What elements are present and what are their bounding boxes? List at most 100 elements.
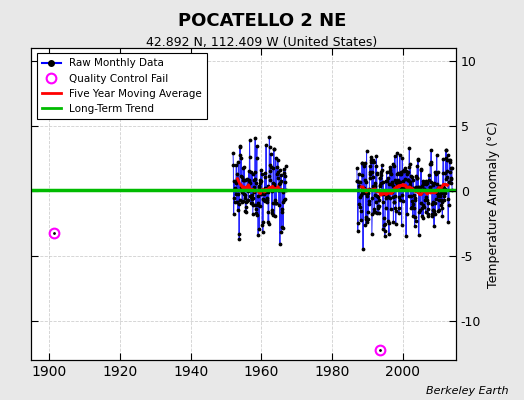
Point <box>278 189 287 195</box>
Point <box>365 186 373 192</box>
Point <box>442 155 450 161</box>
Point <box>252 209 260 216</box>
Point <box>401 176 409 182</box>
Point <box>353 177 362 184</box>
Point <box>249 194 258 201</box>
Point <box>371 180 379 186</box>
Point <box>238 189 246 196</box>
Legend: Raw Monthly Data, Quality Control Fail, Five Year Moving Average, Long-Term Tren: Raw Monthly Data, Quality Control Fail, … <box>37 53 207 119</box>
Point <box>392 180 401 187</box>
Point <box>375 203 383 210</box>
Point <box>262 189 270 195</box>
Point <box>381 220 389 227</box>
Point <box>432 171 440 178</box>
Point <box>417 166 425 172</box>
Point <box>403 177 412 184</box>
Point <box>390 193 399 200</box>
Point <box>433 190 441 196</box>
Point <box>447 180 456 186</box>
Point <box>377 190 386 197</box>
Point <box>235 231 243 238</box>
Point <box>397 222 406 228</box>
Point <box>440 197 448 203</box>
Point <box>379 179 388 186</box>
Point <box>427 159 435 166</box>
Point <box>402 168 410 174</box>
Point <box>391 204 400 211</box>
Point <box>414 157 422 163</box>
Point <box>355 200 363 207</box>
Point <box>445 157 454 164</box>
Point <box>439 156 447 162</box>
Point <box>390 199 398 206</box>
Point <box>260 173 269 180</box>
Point <box>392 178 400 185</box>
Point <box>406 184 414 190</box>
Point <box>239 176 248 183</box>
Point <box>281 186 290 193</box>
Point <box>270 146 278 153</box>
Point <box>367 154 376 160</box>
Point <box>399 198 407 204</box>
Point <box>381 188 390 194</box>
Point <box>434 169 443 175</box>
Point <box>253 143 261 149</box>
Point <box>432 196 441 202</box>
Point <box>395 205 403 211</box>
Point <box>388 180 396 186</box>
Point <box>404 177 412 183</box>
Point <box>245 137 254 143</box>
Point <box>394 177 402 184</box>
Point <box>361 190 369 197</box>
Point <box>441 170 450 176</box>
Point <box>398 183 407 190</box>
Point <box>429 198 438 205</box>
Point <box>424 211 432 217</box>
Point <box>278 209 287 215</box>
Point <box>394 180 402 187</box>
Point <box>439 185 447 192</box>
Point <box>417 167 425 173</box>
Point <box>277 229 286 235</box>
Point <box>428 200 436 207</box>
Point <box>391 153 399 159</box>
Point <box>383 193 391 200</box>
Point <box>391 220 400 227</box>
Point <box>405 145 413 151</box>
Point <box>405 192 413 199</box>
Point <box>276 241 284 248</box>
Point <box>244 188 252 194</box>
Point <box>356 204 365 210</box>
Point <box>444 202 453 208</box>
Point <box>254 192 262 199</box>
Point <box>247 169 256 175</box>
Point <box>265 134 274 140</box>
Point <box>248 211 257 217</box>
Point <box>234 207 242 214</box>
Point <box>429 207 437 213</box>
Point <box>250 168 259 175</box>
Point <box>256 187 264 193</box>
Point <box>270 213 279 219</box>
Point <box>365 163 374 169</box>
Point <box>234 159 243 165</box>
Point <box>244 197 253 203</box>
Point <box>437 186 445 192</box>
Point <box>427 160 435 167</box>
Point <box>420 186 428 192</box>
Point <box>271 154 280 161</box>
Point <box>367 157 375 164</box>
Point <box>425 177 433 183</box>
Point <box>410 185 418 191</box>
Point <box>423 197 431 203</box>
Point <box>234 201 243 207</box>
Point <box>436 190 445 196</box>
Point <box>395 210 403 216</box>
Point <box>422 178 430 184</box>
Point <box>279 166 288 172</box>
Point <box>359 185 367 191</box>
Point <box>413 163 421 169</box>
Point <box>388 179 396 186</box>
Point <box>257 166 265 173</box>
Point <box>414 232 423 239</box>
